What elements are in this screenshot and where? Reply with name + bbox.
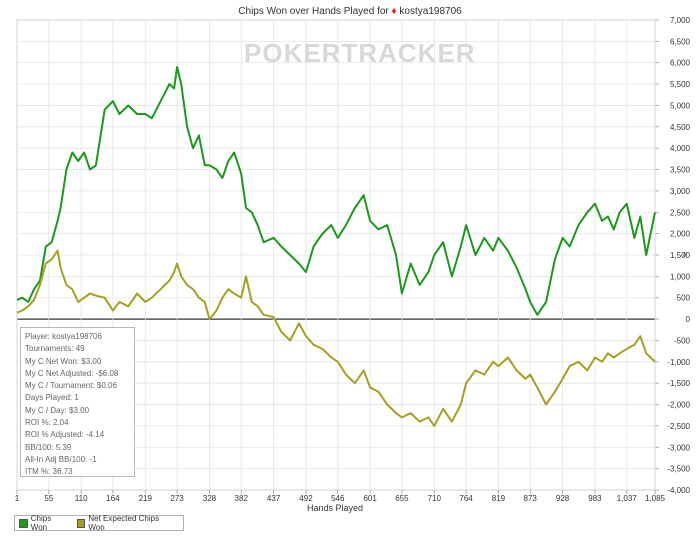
stats-line: ROI % Adjusted: -4.14: [25, 430, 105, 440]
y-tick-label: -2,500: [667, 422, 690, 431]
y-tick-label: -3,500: [667, 465, 690, 474]
x-tick-label: 219: [139, 494, 153, 503]
stats-line: My C / Day: $3.00: [25, 405, 90, 415]
y-tick-label: 2,500: [670, 208, 691, 217]
stats-line: My C Net Adjusted: -$6.08: [25, 368, 119, 378]
x-tick-label: 873: [524, 494, 538, 503]
y-tick-label: 5,000: [670, 101, 691, 110]
y-tick-label: 5,500: [670, 80, 691, 89]
y-tick-label: 1,500: [670, 251, 691, 260]
y-tick-label: 0: [686, 315, 691, 324]
series-line-net-expected: [16, 249, 656, 427]
y-tick-label: 1,000: [670, 272, 691, 281]
x-tick-label: 655: [395, 494, 409, 503]
legend-item-chips-won[interactable]: Chips Won: [19, 514, 69, 532]
poker-flag-icon: ♦: [391, 6, 397, 17]
stats-line: My C Net Won: $3.00: [25, 356, 102, 366]
x-tick-label: 601: [363, 494, 377, 503]
y-tick-label: 4,000: [670, 144, 691, 153]
x-tick-label: 764: [459, 494, 473, 503]
stats-line: ITM %: 36.73: [25, 467, 73, 477]
x-tick-label: 382: [235, 494, 249, 503]
series-line-chips-won: [16, 66, 656, 316]
x-tick-label: 110: [75, 494, 88, 503]
legend-swatch: [19, 518, 28, 528]
x-tick-label: 928: [556, 494, 570, 503]
stats-line: ROI %: 2.04: [25, 418, 69, 428]
x-tick-label: 983: [588, 494, 602, 503]
stats-box: Player: kostya198706 Tournaments: 49 My …: [20, 327, 135, 477]
y-tick-label: 500: [677, 294, 691, 303]
x-tick-label: 55: [44, 494, 53, 503]
legend-label: Net Expected Chips Won: [88, 514, 160, 532]
stats-line: BB/100: 5.39: [25, 442, 72, 452]
y-tick-label: -1,000: [667, 358, 690, 367]
player-name: kostya198706: [399, 6, 462, 17]
chart-title: Chips Won over Hands Played for ♦ kostya…: [0, 6, 700, 17]
y-tick-label: 3,000: [670, 187, 691, 196]
x-tick-label: 710: [428, 494, 442, 503]
legend-label: Chips Won: [30, 514, 52, 532]
y-tick-label: -4,000: [667, 486, 690, 495]
x-tick-label: 819: [492, 494, 506, 503]
y-tick-label: 3,500: [670, 166, 691, 175]
x-tick-label: 1,085: [645, 494, 666, 503]
y-tick-label: -500: [674, 336, 691, 345]
legend-item-net-expected[interactable]: Net Expected Chips Won: [76, 514, 175, 532]
y-tick-label: -3,000: [667, 443, 690, 452]
legend-swatch: [76, 518, 86, 528]
stats-line: All-In Adj BB/100: -1: [25, 454, 97, 464]
stats-line: Days Played: 1: [25, 393, 79, 403]
x-tick-label: 164: [106, 494, 120, 503]
x-tick-label: 273: [170, 494, 184, 503]
y-tick-label: 7,000: [670, 16, 691, 25]
y-tick-label: 2,000: [670, 230, 691, 239]
x-axis-title: Hands Played: [306, 503, 364, 513]
axis-marker: #: [683, 252, 687, 259]
chart-title-text: Chips Won over Hands Played for: [238, 6, 389, 17]
y-tick-label: 4,500: [670, 123, 691, 132]
x-tick-label: 328: [203, 494, 217, 503]
y-tick-label: -2,000: [667, 401, 690, 410]
legend: Chips Won Net Expected Chips Won: [14, 514, 184, 532]
x-tick-label: 1: [15, 494, 20, 503]
stats-line: Player: kostya198706: [25, 332, 102, 341]
x-tick-label: 492: [299, 494, 313, 503]
x-tick-label: 546: [331, 494, 345, 503]
stats-line: Tournaments: 49: [25, 344, 85, 354]
stats-line: My C / Tournament: $0.06: [25, 381, 117, 391]
x-tick-label: 1,037: [617, 494, 638, 503]
y-tick-label: 6,500: [670, 37, 691, 46]
pokertracker-watermark: POKERTRACKER: [244, 38, 476, 68]
x-tick-label: 437: [267, 494, 281, 503]
y-tick-label: -1,500: [667, 379, 690, 388]
y-tick-label: 6,000: [670, 59, 691, 68]
